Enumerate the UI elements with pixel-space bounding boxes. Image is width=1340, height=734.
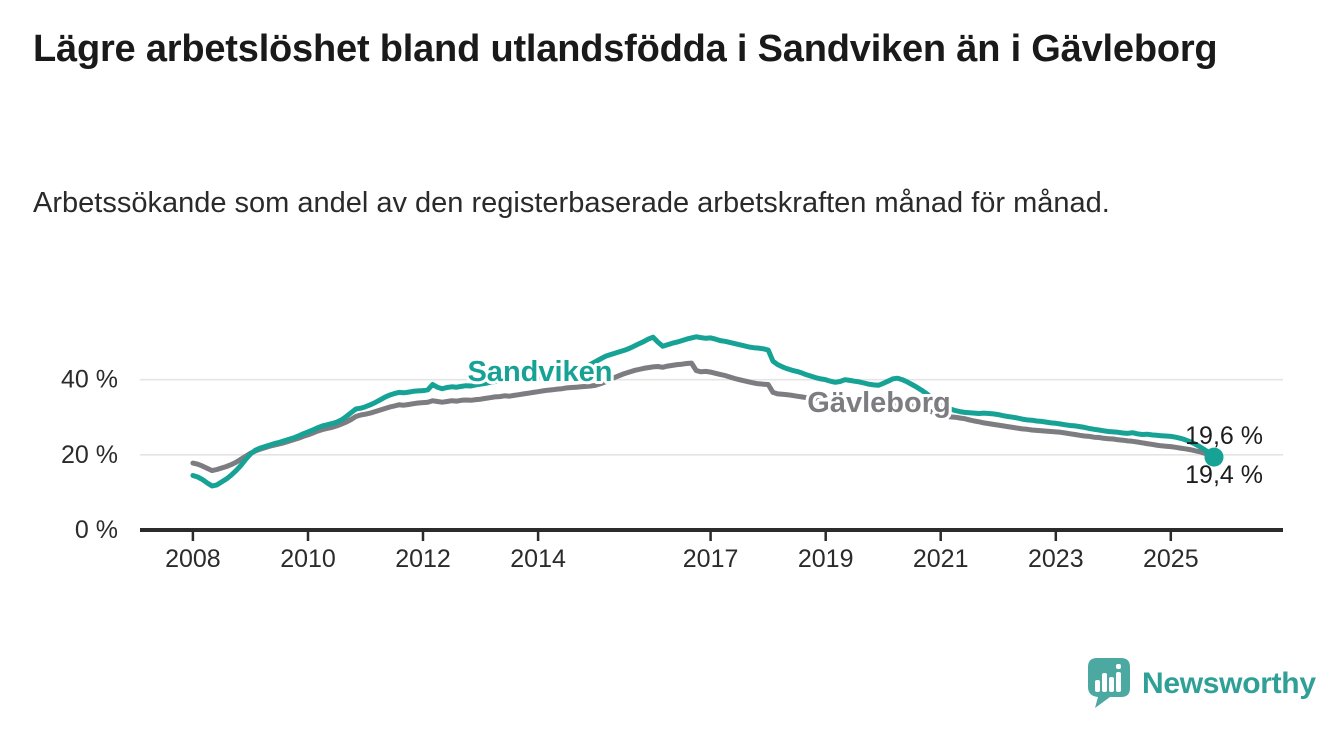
x-tick-label: 2019 [798,545,854,573]
x-tick-label: 2023 [1028,545,1084,573]
series-line-sandviken [190,334,1217,489]
y-tick-label: 20 % [61,441,118,469]
latest-value-dot-sandviken [1204,447,1224,467]
x-tick-label: 2012 [395,545,451,573]
chart-title: Lägre arbetslöshet bland utlandsfödda i … [33,28,1218,70]
chart-subtitle: Arbetssökande som andel av den registerb… [33,187,1110,219]
x-tick-label: 2017 [683,545,739,573]
series-label-gavleborg: Gävleborg [807,387,950,419]
newsworthy-logo: Newsworthy [1086,656,1316,712]
y-tick-label: 40 % [61,366,118,394]
newsworthy-logo-text: Newsworthy [1142,667,1316,700]
x-tick-label: 2014 [510,545,566,573]
x-tick-label: 2008 [165,545,221,573]
value-annotation-gavleborg: 19,6 % [1185,422,1263,450]
x-tick-label: 2010 [280,545,336,573]
x-tick-label: 2021 [913,545,969,573]
speech-bubble-bar-chart-icon [1088,658,1130,708]
y-tick-label: 0 % [75,516,118,544]
series-line-gavleborg [190,360,1217,474]
series-label-sandviken: Sandviken [467,356,612,388]
value-annotation-sandviken: 19,4 % [1185,461,1263,489]
x-tick-label: 2025 [1143,545,1199,573]
